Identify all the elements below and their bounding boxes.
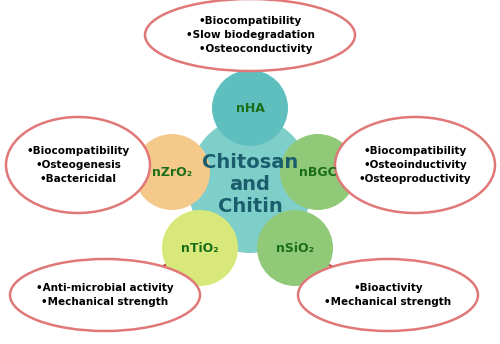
Ellipse shape xyxy=(145,0,355,71)
Text: nBGC: nBGC xyxy=(299,165,337,179)
Text: •Biocompatibility
•Osteogenesis
•Bactericidal: •Biocompatibility •Osteogenesis •Bacteri… xyxy=(26,146,130,184)
Text: nTiO₂: nTiO₂ xyxy=(181,241,219,255)
Text: •Anti-microbial activity
•Mechanical strength: •Anti-microbial activity •Mechanical str… xyxy=(36,283,174,307)
Ellipse shape xyxy=(212,70,288,146)
Ellipse shape xyxy=(257,210,333,286)
Text: •Biocompatibility
•Slow biodegradation
   •Osteoconductivity: •Biocompatibility •Slow biodegradation •… xyxy=(186,15,314,54)
Ellipse shape xyxy=(10,259,200,331)
Ellipse shape xyxy=(335,117,495,213)
Text: nHA: nHA xyxy=(236,101,264,115)
Text: nZrO₂: nZrO₂ xyxy=(152,165,192,179)
Ellipse shape xyxy=(6,117,150,213)
Ellipse shape xyxy=(188,117,312,253)
Text: Chitosan
and
Chitin: Chitosan and Chitin xyxy=(202,153,298,216)
Text: •Biocompatibility
•Osteoinductivity
•Osteoproductivity: •Biocompatibility •Osteoinductivity •Ost… xyxy=(358,146,472,184)
Ellipse shape xyxy=(298,259,478,331)
Text: nSiO₂: nSiO₂ xyxy=(276,241,314,255)
Ellipse shape xyxy=(280,134,356,210)
Ellipse shape xyxy=(162,210,238,286)
Ellipse shape xyxy=(134,134,210,210)
Text: •Bioactivity
•Mechanical strength: •Bioactivity •Mechanical strength xyxy=(324,283,452,307)
